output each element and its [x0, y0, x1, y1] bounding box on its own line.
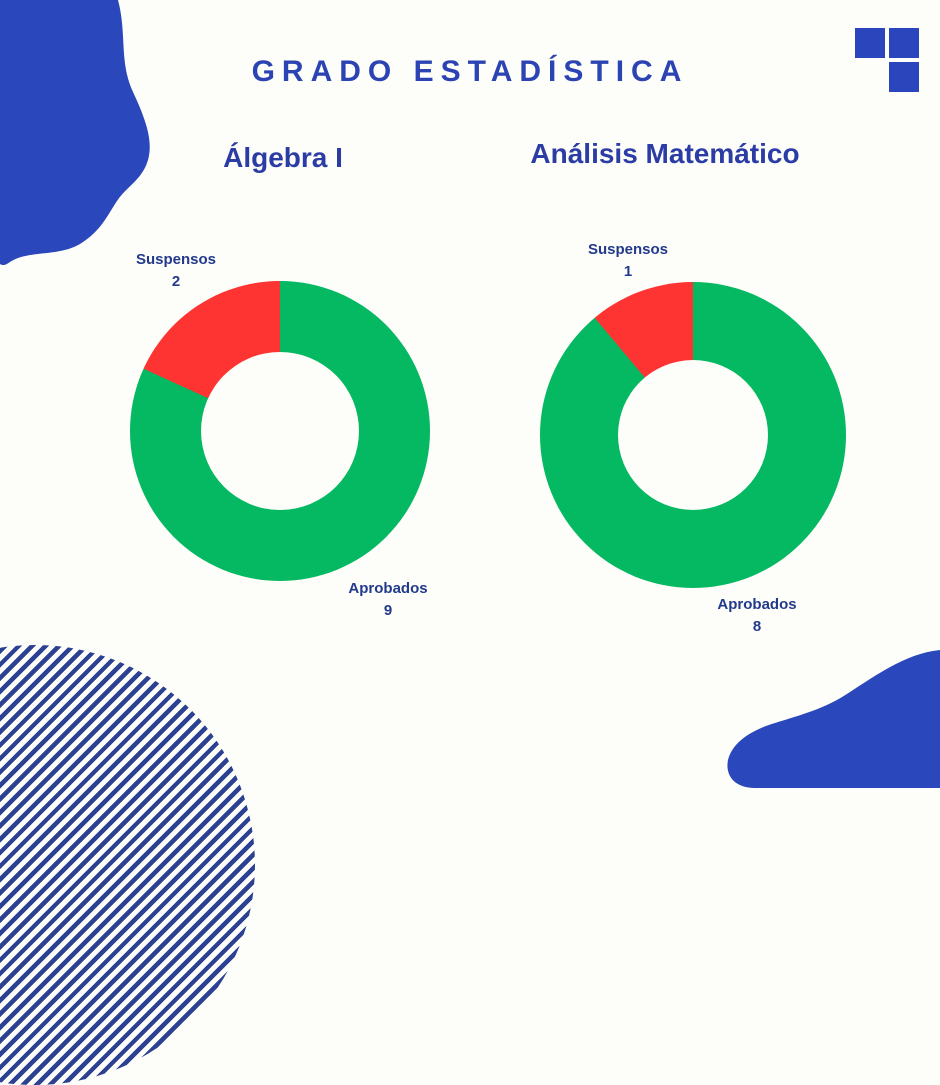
page-title: GRADO ESTADÍSTICA	[251, 55, 689, 88]
striped-circle-icon	[0, 645, 255, 1085]
slice-value: 9	[383, 602, 393, 619]
slice-label-text: Aprobados	[348, 580, 428, 597]
donut-hole	[618, 360, 768, 510]
slice-value: 2	[171, 273, 181, 290]
donut-hole	[201, 352, 359, 510]
three-squares-logo-icon	[855, 28, 919, 92]
slice-label-analisis-aprobados: Aprobados 8	[677, 594, 837, 638]
logo-square-bottom-right	[889, 62, 919, 92]
slice-label-text: Aprobados	[717, 596, 797, 613]
slice-value: 1	[623, 263, 633, 280]
slice-label-analisis-suspensos: Suspensos 1	[548, 239, 708, 283]
donut-chart-analisis	[540, 282, 846, 588]
donut-chart-algebra	[130, 281, 430, 581]
slice-label-algebra-aprobados: Aprobados 9	[308, 578, 468, 622]
logo-square-top-left	[855, 28, 885, 58]
corner-blob-bottom-right-icon	[727, 650, 940, 788]
logo-square-top-right	[889, 28, 919, 58]
chart-subtitle-algebra: Álgebra I	[223, 142, 343, 173]
chart-subtitle-analisis: Análisis Matemático	[530, 138, 800, 169]
slice-label-text: Suspensos	[587, 241, 669, 258]
corner-blob-top-left-icon	[0, 0, 150, 266]
slice-label-algebra-suspensos: Suspensos 2	[96, 249, 256, 293]
slice-label-text: Suspensos	[135, 251, 217, 268]
slice-value: 8	[752, 618, 762, 635]
